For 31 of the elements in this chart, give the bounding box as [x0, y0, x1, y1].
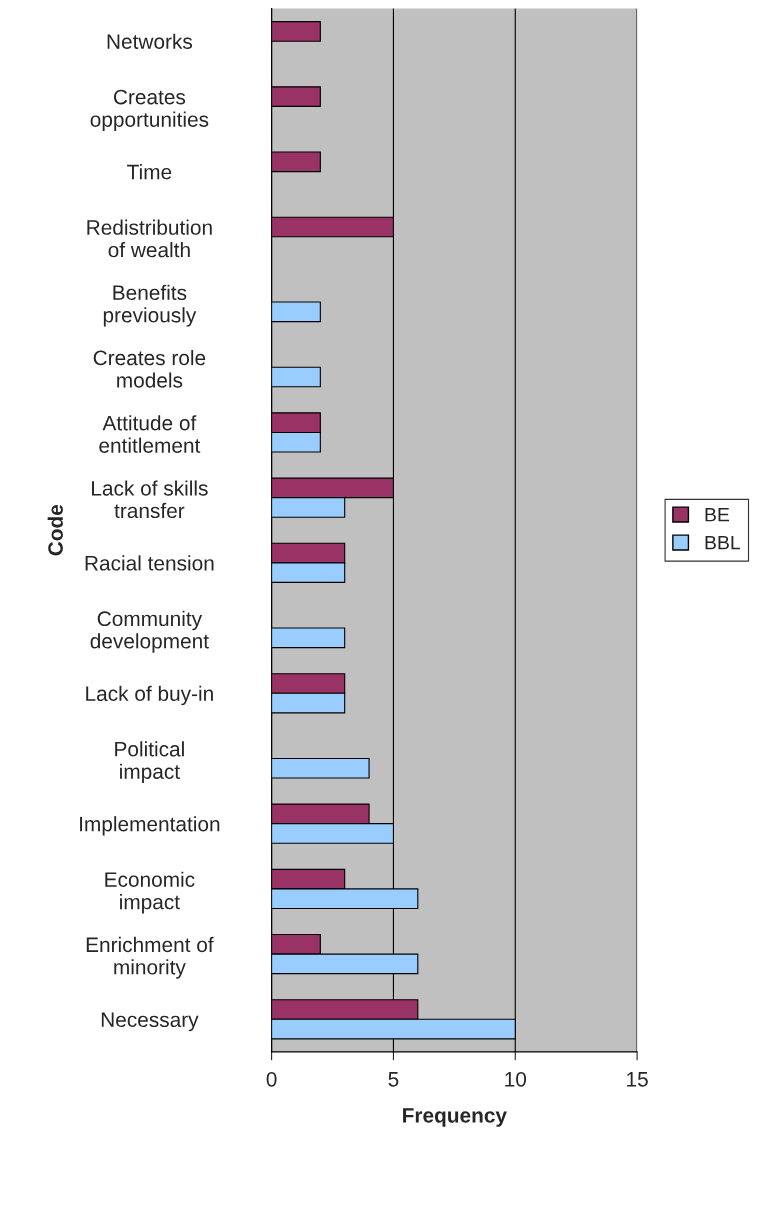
bar [271, 627, 346, 649]
bar [271, 21, 321, 42]
y-tick-label: Lack of buy-in [86, 685, 213, 706]
bar [271, 301, 321, 323]
y-tick-label: Lack of skills transfer [92, 480, 208, 519]
x-axis-title: Frequency [403, 1108, 507, 1127]
bar [271, 151, 321, 173]
y-tick-label: Implementation [80, 816, 220, 836]
y-tick-label: Time [127, 164, 172, 180]
legend-label: BBL [705, 535, 741, 550]
x-tick-label: 5 [388, 1072, 399, 1087]
x-tick-label: 15 [627, 1072, 648, 1087]
y-tick-label: Enrichment of minority [86, 936, 214, 979]
bar [271, 366, 321, 388]
y-tick-label: Political impact [115, 741, 184, 784]
x-tick-label: 10 [505, 1071, 527, 1087]
y-tick-label: Community development [90, 610, 209, 653]
legend-label: BE [705, 507, 730, 522]
y-tick-label: Attitude of entitlement [99, 415, 201, 453]
y-tick-label: Benefits previously [103, 284, 197, 327]
y-tick-label: Creates role models [93, 349, 206, 388]
y-tick-label: Creates opportunities [90, 89, 209, 131]
bar [271, 86, 321, 107]
y-tick-label: Networks [107, 33, 193, 49]
x-tick-label: 0 [266, 1071, 277, 1087]
y-tick-label: Redistribution of wealth [87, 219, 212, 258]
y-tick-label: Racial tension [85, 555, 214, 571]
y-axis-title: Code [47, 504, 63, 556]
y-tick-label: Necessary [101, 1012, 199, 1032]
bar [271, 757, 370, 779]
y-tick-label: Economic impact [105, 871, 195, 914]
